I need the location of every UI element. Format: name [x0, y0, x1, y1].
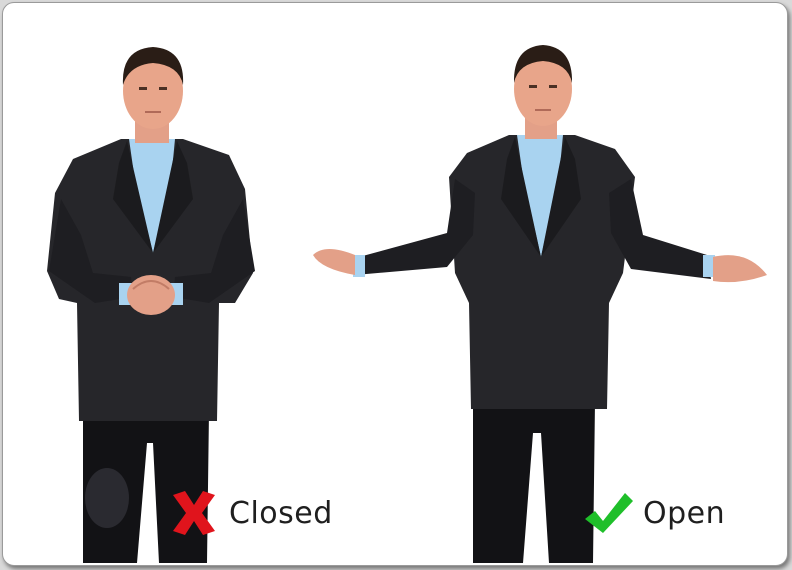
red-cross-icon [169, 489, 219, 537]
open-label: Open [583, 489, 725, 537]
closed-label-text: Closed [229, 495, 333, 531]
man-closed-posture [47, 47, 255, 563]
open-label-text: Open [643, 495, 726, 531]
closed-label: Closed [169, 489, 333, 537]
man-open-posture [313, 45, 767, 563]
posture-comparison-photo [47, 45, 767, 563]
green-checkmark-icon [583, 489, 633, 537]
